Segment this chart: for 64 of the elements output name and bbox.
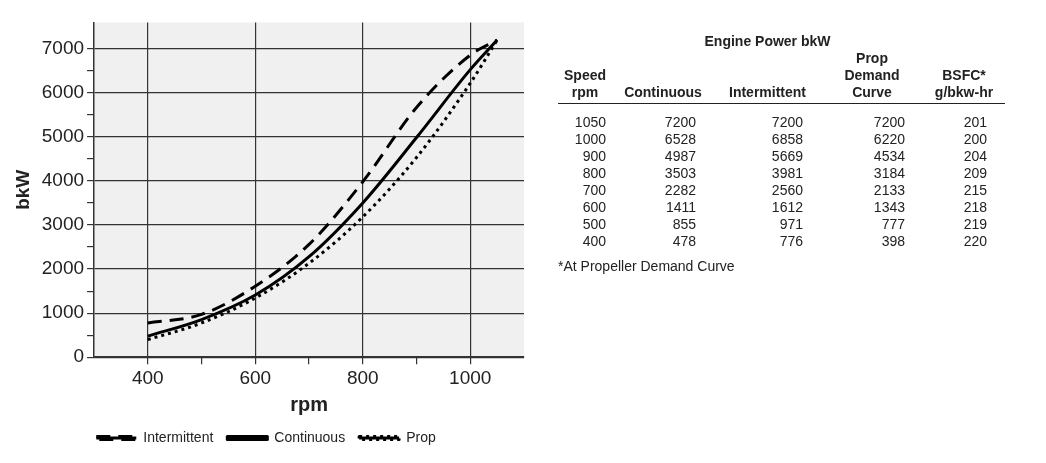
data-label: 776 <box>778 233 804 250</box>
data-label: 204 <box>962 148 988 165</box>
data-label: 6858 <box>770 131 804 148</box>
text: Prop Demand Curve <box>821 50 924 104</box>
data-label: 4987 <box>663 148 697 165</box>
category-label: 900 <box>581 148 607 165</box>
data-label: 5669 <box>770 148 804 165</box>
category-label: 500 <box>581 216 607 233</box>
category-label: 400 <box>581 233 607 250</box>
data-label: 7200 <box>663 114 697 131</box>
x-tick-label: 400 <box>131 366 164 388</box>
data-label: 3503 <box>663 165 697 182</box>
data-label: 200 <box>962 131 988 148</box>
data-label: 2560 <box>770 182 804 199</box>
y-tick-label: 5000 <box>41 125 85 147</box>
category-label: 700 <box>581 182 607 199</box>
data-label: 219 <box>962 216 988 233</box>
text: Engine Power bkW <box>703 32 832 50</box>
text: Speed rpm <box>558 50 613 104</box>
data-label: 209 <box>962 165 988 182</box>
data-label: 777 <box>880 216 906 233</box>
data-label: 3981 <box>770 165 804 182</box>
text: Intermittent <box>714 50 822 104</box>
data-label: 201 <box>962 114 988 131</box>
category-label: 1050 <box>573 114 607 131</box>
x-tick-label: 600 <box>239 366 272 388</box>
y-tick-label: 4000 <box>41 169 85 191</box>
y-tick-label: 2000 <box>41 257 85 279</box>
data-label: 220 <box>962 233 988 250</box>
data-label: 2282 <box>663 182 697 199</box>
legend-label: Intermittent <box>143 428 214 445</box>
data-label: 6220 <box>872 131 906 148</box>
data-label: 6528 <box>663 131 697 148</box>
data-label: 971 <box>778 216 804 233</box>
data-label: 2133 <box>872 182 906 199</box>
y-tick-label: 6000 <box>41 81 85 103</box>
data-label: 215 <box>962 182 988 199</box>
data-label: 7200 <box>770 114 804 131</box>
legend-label: Continuous <box>274 428 346 445</box>
data-label: 7200 <box>872 114 906 131</box>
text: BSFC* g/bkw-hr <box>923 50 1006 104</box>
y-tick-label: 7000 <box>41 37 85 59</box>
category-label: 800 <box>581 165 607 182</box>
data-label: 398 <box>880 233 906 250</box>
data-label: 1612 <box>770 199 804 216</box>
y-axis-title: bkW <box>11 169 33 210</box>
data-label: 1343 <box>872 199 906 216</box>
y-tick-label: 3000 <box>41 213 85 235</box>
x-tick-label: 800 <box>346 366 379 388</box>
data-label: 478 <box>671 233 697 250</box>
data-label: 855 <box>671 216 697 233</box>
data-label: 218 <box>962 199 988 216</box>
category-label: 1000 <box>573 131 607 148</box>
data-label: 4534 <box>872 148 906 165</box>
x-tick-label: 1000 <box>449 366 492 388</box>
text: Continuous <box>612 50 715 104</box>
x-axis-title: rpm <box>290 392 328 415</box>
legend-label: Prop <box>406 428 436 445</box>
text: *At Propeller Demand Curve <box>558 258 736 274</box>
data-label: 3184 <box>872 165 906 182</box>
data-label: 1411 <box>664 199 697 216</box>
category-label: 600 <box>581 199 607 216</box>
y-tick-label: 1000 <box>41 301 85 323</box>
y-tick-label: 0 <box>73 345 85 367</box>
